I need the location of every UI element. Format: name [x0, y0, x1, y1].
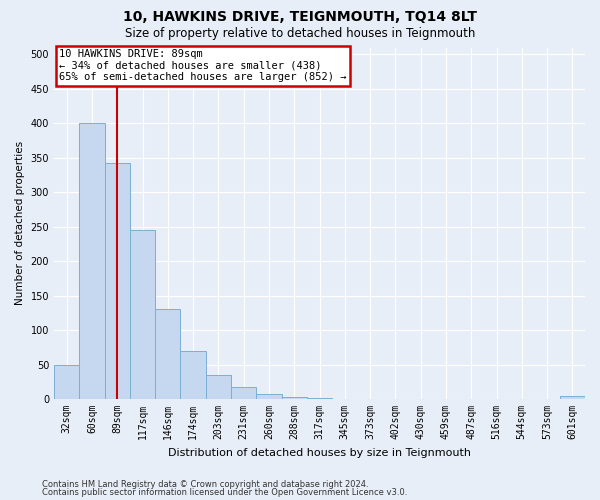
Bar: [79, 124, 104, 399]
Text: Contains public sector information licensed under the Open Government Licence v3: Contains public sector information licen…: [42, 488, 407, 497]
Bar: [307, 398, 332, 399]
Bar: [281, 397, 307, 399]
Y-axis label: Number of detached properties: Number of detached properties: [15, 141, 25, 306]
Text: 10 HAWKINS DRIVE: 89sqm
← 34% of detached houses are smaller (438)
65% of semi-d: 10 HAWKINS DRIVE: 89sqm ← 34% of detache…: [59, 50, 347, 82]
Bar: [256, 394, 281, 399]
Bar: [560, 396, 585, 399]
Bar: [206, 375, 231, 399]
Bar: [130, 230, 155, 399]
Bar: [155, 310, 181, 399]
Bar: [181, 351, 206, 399]
Text: Size of property relative to detached houses in Teignmouth: Size of property relative to detached ho…: [125, 28, 475, 40]
Text: 10, HAWKINS DRIVE, TEIGNMOUTH, TQ14 8LT: 10, HAWKINS DRIVE, TEIGNMOUTH, TQ14 8LT: [123, 10, 477, 24]
X-axis label: Distribution of detached houses by size in Teignmouth: Distribution of detached houses by size …: [168, 448, 471, 458]
Text: Contains HM Land Registry data © Crown copyright and database right 2024.: Contains HM Land Registry data © Crown c…: [42, 480, 368, 489]
Bar: [231, 388, 256, 399]
Bar: [54, 364, 79, 399]
Bar: [104, 162, 130, 399]
